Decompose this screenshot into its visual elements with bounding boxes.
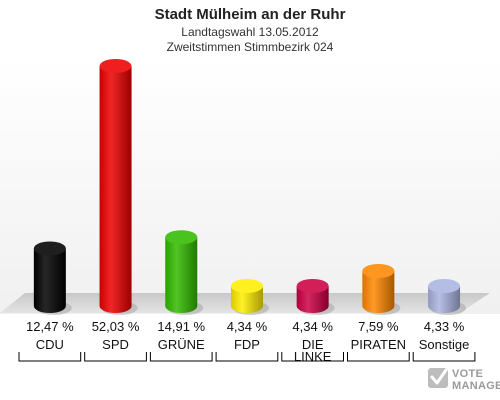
value-label-spd: 52,03 % <box>92 319 140 334</box>
bar-body <box>296 285 329 313</box>
category-bracket <box>18 352 82 362</box>
vote-manager-logo: VOTE MANAGER <box>428 368 500 392</box>
value-label-cdu: 12,47 % <box>26 319 74 334</box>
value-label-piraten: 7,59 % <box>358 319 399 334</box>
value-label-die-linke: 4,34 % <box>292 319 333 334</box>
category-bracket <box>84 352 147 362</box>
chart-subtitle-district: Zweitstimmen Stimmbezirk 024 <box>167 40 334 54</box>
category-bracket <box>347 352 410 362</box>
value-label-grüne: 14,91 % <box>157 319 205 334</box>
chart-title: Stadt Mülheim an der Ruhr <box>155 6 346 23</box>
value-label-sonstige: 4,33 % <box>424 319 465 334</box>
category-bracket <box>149 352 213 362</box>
chart-subtitle-date: Landtagswahl 13.05.2012 <box>181 25 319 39</box>
bar-grüne <box>165 230 204 315</box>
brand-line-2: MANAGER <box>452 380 500 392</box>
value-label-group: 12,47 % 52,03 % 14,91 % 4,34 % 4,34 % 7,59 % 4… <box>26 319 465 334</box>
bar-body <box>165 237 198 313</box>
bar-top <box>33 241 66 256</box>
bar-top <box>230 278 263 293</box>
category-bracket <box>215 352 279 362</box>
checkmark-icon <box>428 368 448 388</box>
bar-die-linke <box>296 278 335 315</box>
bar-sonstige <box>428 279 467 315</box>
value-label-fdp: 4,34 % <box>227 319 268 334</box>
category-label-grüne: GRÜNE <box>158 337 205 352</box>
bar-fdp <box>230 278 269 315</box>
bar-body <box>230 285 263 313</box>
category-label-fdp: FDP <box>234 337 260 352</box>
bar-top <box>296 278 329 293</box>
bar-group <box>33 59 467 315</box>
category-label-piraten: PIRATEN <box>351 337 406 352</box>
bar-cdu <box>33 241 72 315</box>
category-label-spd: SPD <box>102 337 129 352</box>
bar-body <box>428 286 461 313</box>
bar-spd <box>99 59 138 315</box>
category-bracket <box>412 352 476 362</box>
bar-top <box>428 279 461 294</box>
bar-top <box>165 230 198 245</box>
bar-top <box>362 263 395 278</box>
bar-piraten <box>362 263 401 315</box>
brand-line-1: VOTE <box>452 368 483 380</box>
bar-body <box>99 66 132 313</box>
chart-background <box>0 58 500 314</box>
bar-top <box>99 59 132 73</box>
category-label-die-linke-line-2: LINKE <box>294 349 332 364</box>
category-bracket <box>281 352 344 362</box>
bar-body <box>33 248 66 313</box>
category-label-cdu: CDU <box>36 337 64 352</box>
bar-body <box>362 270 395 313</box>
category-label-die-linke-line-1: DIE <box>302 337 324 352</box>
category-label-sonstige: Sonstige <box>419 337 470 352</box>
